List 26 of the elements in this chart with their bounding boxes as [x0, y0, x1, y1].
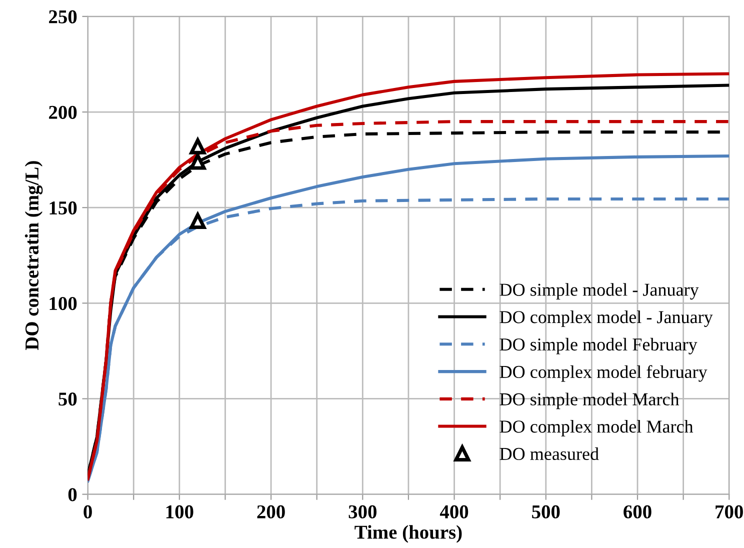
y-tick-label: 0: [68, 488, 77, 502]
y-tick-label: 150: [50, 201, 77, 215]
y-tick-label: 50: [58, 392, 77, 406]
x-tick-label: 400: [440, 505, 468, 518]
x-tick-label: 500: [532, 505, 560, 518]
y-axis-title: DO concetratin (mg/L): [24, 161, 43, 350]
y-tick-label: 200: [49, 106, 77, 119]
x-tick-label: 600: [624, 505, 652, 518]
point: [190, 212, 206, 229]
x-tick-label: 200: [257, 505, 285, 518]
legend-label: DO simple model - January: [500, 283, 699, 300]
point: [190, 154, 206, 170]
legend-label: DO simple model February: [500, 338, 698, 354]
x-tick-label: 0: [84, 505, 92, 518]
point: [190, 138, 206, 154]
x-tick-label: 700: [716, 505, 743, 518]
y-tick-label: 250: [49, 10, 77, 24]
legend-label: DO simple model March: [500, 392, 680, 410]
x-axis-title: Time (hours): [354, 525, 462, 543]
legend-label: DO complex model March: [500, 420, 694, 436]
x-tick-label: 300: [348, 505, 376, 518]
y-tick-label: 100: [50, 296, 77, 310]
legend-label: DO complex model - January: [500, 310, 713, 327]
x-tick-label: 100: [166, 505, 194, 518]
legend-label: DO complex model february: [500, 365, 708, 382]
legend-label: DO measured: [500, 447, 599, 460]
